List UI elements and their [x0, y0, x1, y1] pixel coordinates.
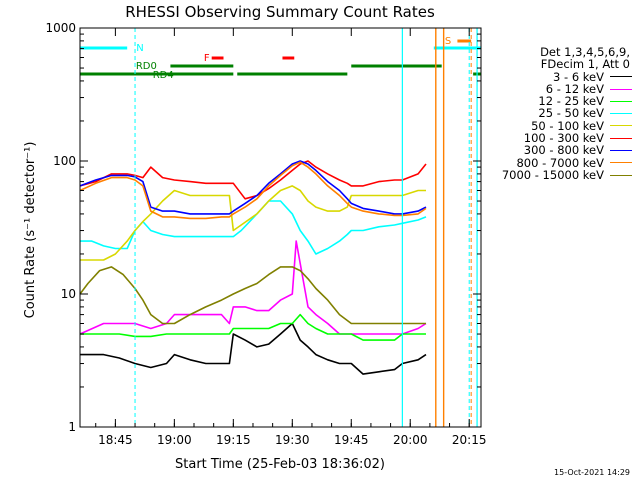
- x-tick-label-5: 20:00: [393, 433, 428, 447]
- series-line-4: [80, 185, 426, 261]
- legend-swatch-8: [610, 174, 632, 176]
- chart-title: RHESSI Observing Summary Count Rates: [125, 3, 435, 21]
- legend-entry-6: 300 - 800 keV: [476, 143, 636, 158]
- legend-label-6: 300 - 800 keV: [523, 143, 604, 158]
- legend-swatch-5: [610, 137, 632, 139]
- legend-label-2: 12 - 25 keV: [538, 94, 604, 109]
- series-line-8: [79, 266, 426, 325]
- series-line-1: [79, 240, 427, 335]
- legend-header-line-1: Det 1,3,4,5,6,9,: [540, 45, 630, 59]
- x-tick-label-2: 19:15: [216, 433, 251, 447]
- series-line-2: [80, 313, 426, 341]
- series-line-3: [80, 200, 427, 255]
- legend-label-3: 25 - 50 keV: [538, 106, 604, 121]
- flag-label-3: F: [204, 53, 210, 64]
- series-line-0: [80, 322, 427, 375]
- legend-entry-0: 3 - 6 keV: [476, 69, 636, 84]
- legend-label-4: 50 - 100 keV: [531, 118, 604, 133]
- flag-label-1: RD0: [136, 61, 157, 72]
- x-axis-label: Start Time (25-Feb-03 18:36:02): [175, 457, 385, 472]
- legend-label-5: 100 - 300 keV: [523, 131, 604, 146]
- data-layer: [79, 160, 427, 375]
- timestamp: 15-Oct-2021 14:29: [554, 468, 630, 477]
- legend-entry-1: 6 - 12 keV: [476, 83, 636, 95]
- legend-entry-5: 100 - 300 keV: [476, 132, 636, 144]
- flag-label-4: S: [445, 36, 451, 47]
- legend-swatch-2: [610, 100, 632, 102]
- y-axis-label: Count Rate (s⁻¹ detector⁻¹): [23, 142, 38, 319]
- legend-swatch-4: [610, 125, 632, 127]
- y-tick-label-3: 1000: [45, 21, 76, 35]
- flag-label-2: RD4: [153, 70, 174, 81]
- series-line-6: [79, 160, 427, 215]
- legend-swatch-0: [610, 76, 632, 78]
- y-tick-label-0: 1: [68, 420, 76, 434]
- y-tick-label-2: 100: [53, 154, 76, 168]
- legend-label-0: 3 - 6 keV: [553, 69, 604, 84]
- x-tick-label-4: 19:45: [334, 433, 369, 447]
- legend-label-1: 6 - 12 keV: [545, 81, 604, 96]
- flag-label-0: N: [136, 43, 143, 54]
- x-tick-label-6: 20:15: [452, 433, 487, 447]
- legend: Det 1,3,4,5,6,9, FDecim 1, Att 0 3 - 6 k…: [476, 46, 636, 181]
- legend-entry-2: 12 - 25 keV: [476, 95, 636, 107]
- legend-swatch-3: [610, 113, 632, 115]
- series-line-7: [79, 161, 427, 220]
- y-tick-label-1: 10: [61, 287, 76, 301]
- series-line-5: [79, 160, 427, 200]
- legend-entry-7: 800 - 7000 keV: [476, 155, 636, 170]
- legend-rows: 3 - 6 keV 6 - 12 keV 12 - 25 keV 25 - 50 ke…: [476, 69, 636, 181]
- legend-header-line-2: FDecim 1, Att 0: [540, 57, 630, 72]
- plot-frame: [79, 27, 482, 428]
- x-tick-label-0: 18:45: [98, 433, 133, 447]
- legend-label-7: 800 - 7000 keV: [516, 155, 604, 170]
- legend-entry-8: 7000 - 15000 keV: [476, 169, 636, 181]
- legend-label-8: 7000 - 15000 keV: [501, 167, 604, 182]
- legend-swatch-1: [610, 88, 632, 90]
- legend-entry-4: 50 - 100 keV: [476, 118, 636, 133]
- axis-layer: 18:45 19:00 19:15 19:30 19:45 20:00 20:15 1 10 10…: [45, 21, 486, 447]
- legend-swatch-6: [610, 150, 632, 152]
- x-tick-label-3: 19:30: [275, 433, 310, 447]
- x-tick-label-1: 19:00: [157, 433, 192, 447]
- legend-swatch-7: [610, 162, 632, 164]
- legend-entry-3: 25 - 50 keV: [476, 106, 636, 121]
